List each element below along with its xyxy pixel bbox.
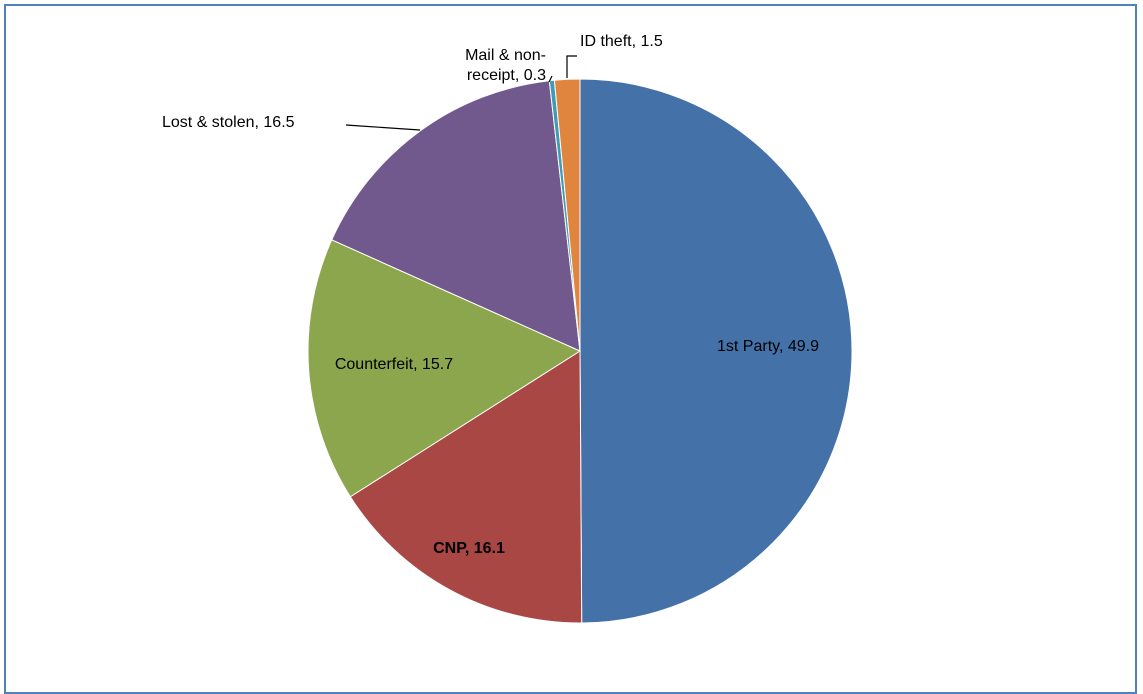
slice-counterfeit bbox=[307, 239, 582, 498]
slice-label-1st-party: 1st Party, 49.9 bbox=[717, 338, 819, 355]
leader-line-id-theft bbox=[566, 55, 577, 78]
leader-line-mail bbox=[548, 75, 553, 83]
pie-slices bbox=[307, 78, 853, 624]
slice-cnp bbox=[349, 350, 583, 624]
slice-label-mail-line-2: receipt, 0.3 bbox=[467, 67, 546, 84]
slice-label-id-theft: ID theft, 1.5 bbox=[580, 33, 663, 50]
slice-lost-stolen bbox=[331, 80, 581, 352]
slice-label-mail-line-1: Mail & non- bbox=[465, 47, 546, 64]
slice-id-theft bbox=[553, 78, 581, 352]
slice-label-lost-stolen: Lost & stolen, 16.5 bbox=[162, 114, 295, 131]
leader-line-lost-stolen bbox=[345, 124, 421, 131]
slice-1st-party bbox=[579, 78, 853, 624]
slice-label-counterfeit: Counterfeit, 15.7 bbox=[335, 356, 453, 373]
leader-lines bbox=[345, 55, 577, 131]
slice-label-cnp: CNP, 16.1 bbox=[433, 540, 505, 557]
